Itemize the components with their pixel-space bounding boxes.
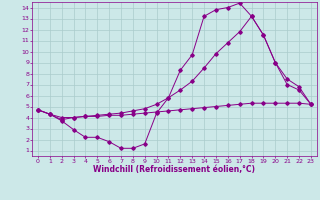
X-axis label: Windchill (Refroidissement éolien,°C): Windchill (Refroidissement éolien,°C) xyxy=(93,165,255,174)
